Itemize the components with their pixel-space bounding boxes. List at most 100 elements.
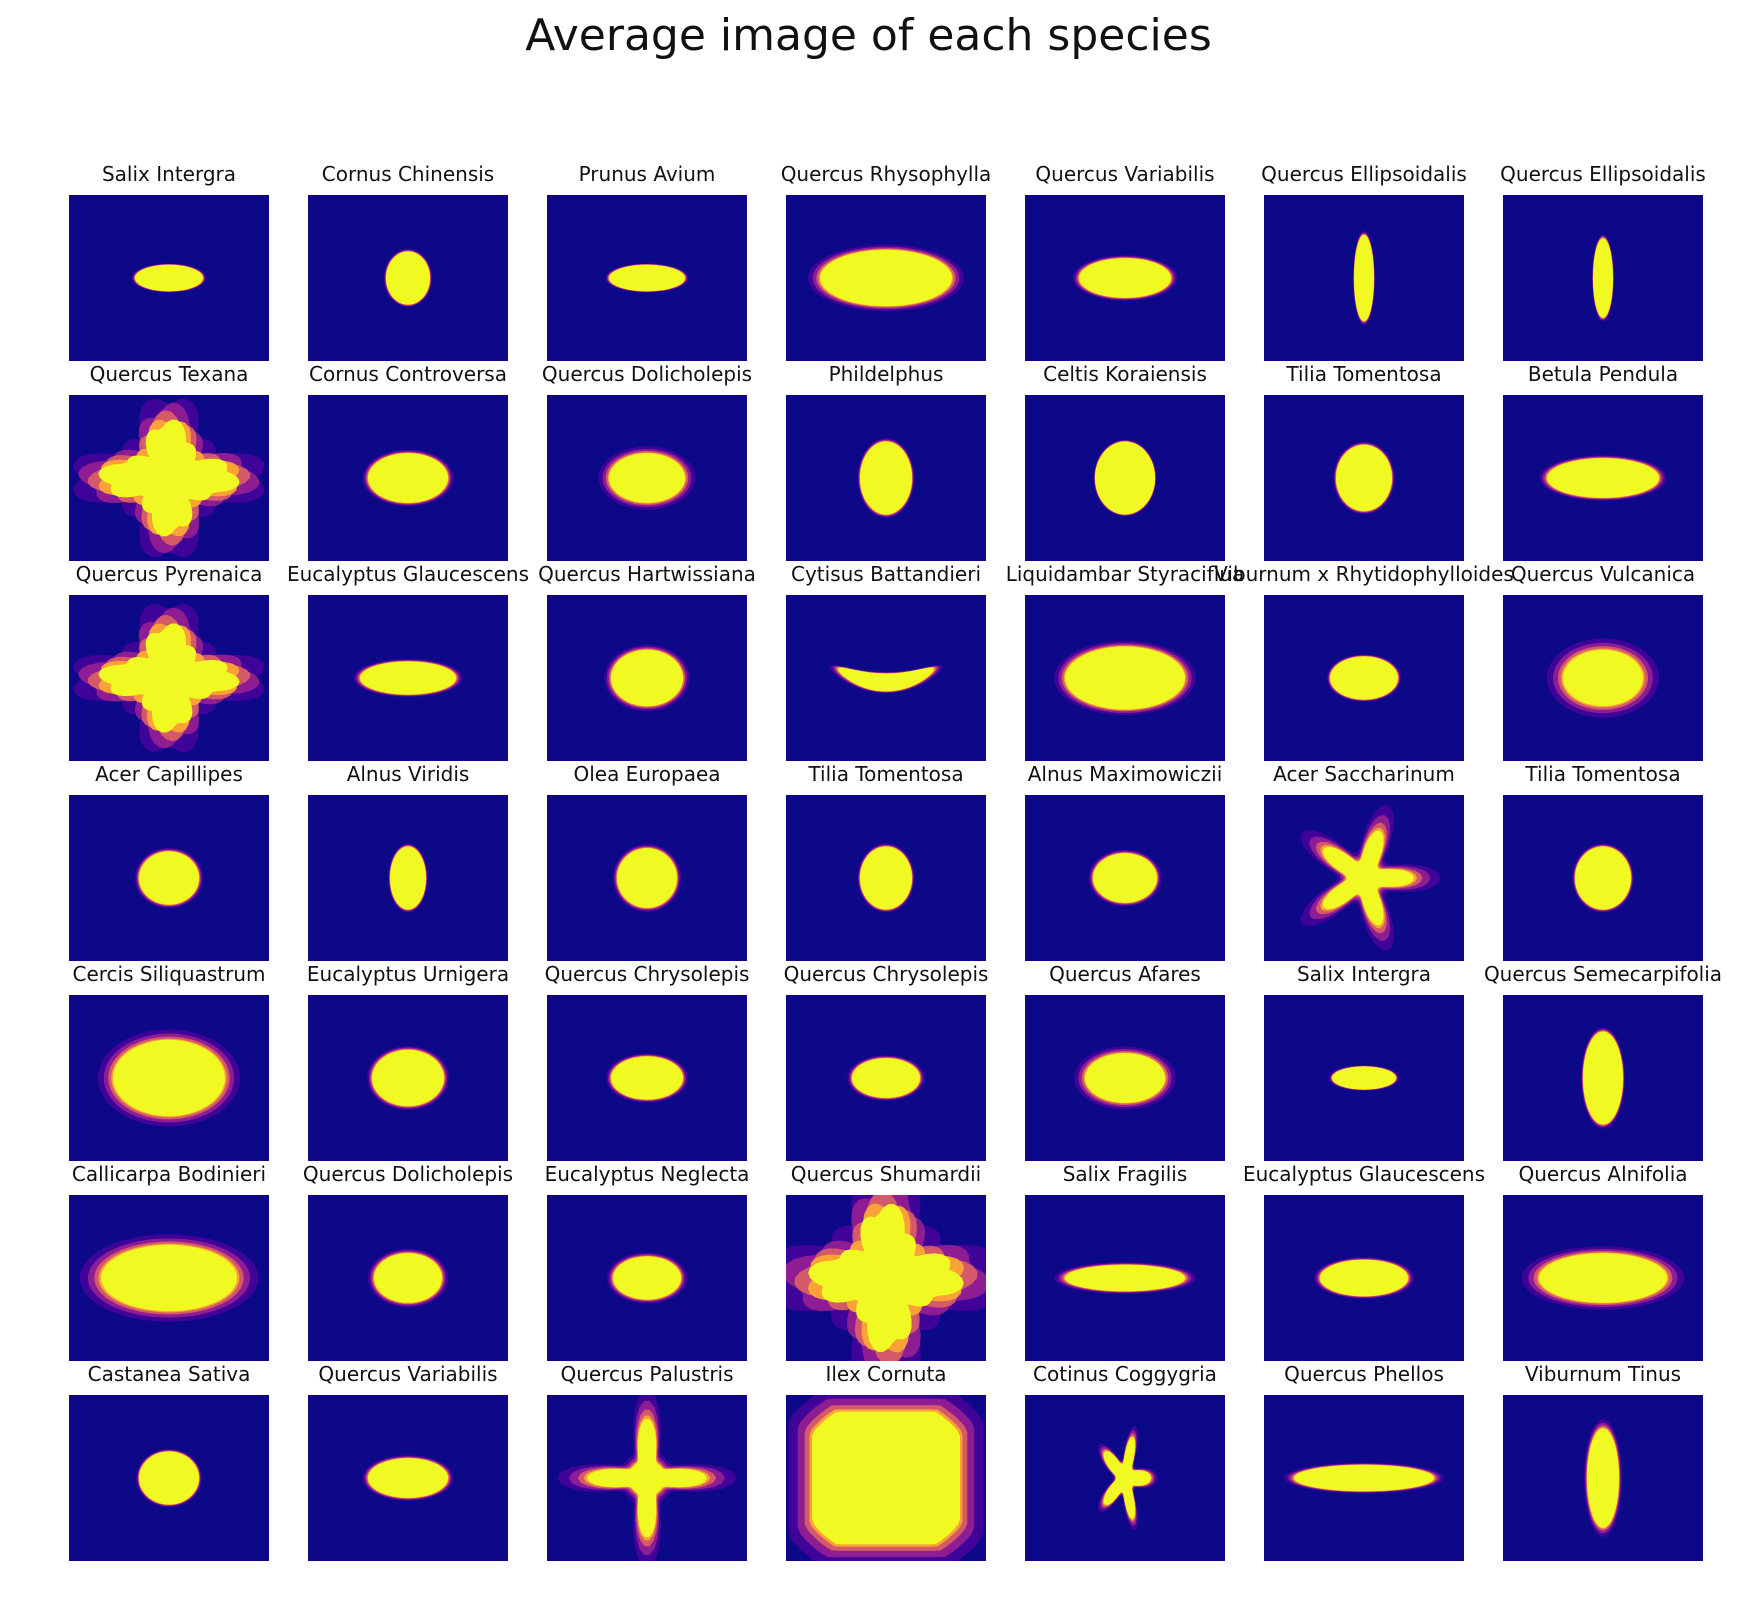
leaf-core	[587, 1418, 707, 1538]
average-leaf-image	[69, 395, 269, 561]
species-panel: Quercus Variabilis	[308, 1362, 508, 1561]
average-leaf-image	[308, 1395, 508, 1561]
species-panel: Salix Intergra	[1264, 962, 1464, 1161]
panel-title: Acer Saccharinum	[1273, 762, 1455, 786]
average-leaf-image	[69, 1195, 269, 1361]
average-leaf-image	[1503, 1395, 1703, 1561]
leaf-core	[390, 846, 426, 910]
panel-title: Quercus Texana	[89, 362, 249, 386]
average-leaf-image	[1025, 395, 1225, 561]
average-leaf-image	[1503, 1195, 1703, 1361]
leaf-core	[1085, 1053, 1165, 1103]
average-leaf-image	[547, 995, 747, 1161]
average-leaf-image	[786, 1195, 986, 1361]
species-panel: Prunus Avium	[547, 162, 747, 361]
panel-title: Olea Europaea	[573, 762, 721, 786]
species-panel: Alnus Maximowiczii	[1025, 762, 1225, 961]
average-leaf-image	[1264, 1395, 1464, 1561]
leaf-core	[139, 1451, 199, 1505]
panel-title: Tilia Tomentosa	[808, 762, 964, 786]
species-panel: Quercus Vulcanica	[1503, 562, 1703, 761]
species-panel: Callicarpa Bodinieri	[69, 1162, 269, 1361]
panel-title: Quercus Phellos	[1284, 1362, 1444, 1386]
panel-title: Salix Intergra	[101, 162, 237, 186]
leaf-core	[1587, 1428, 1619, 1528]
leaf-core	[1103, 1437, 1151, 1519]
panel-title: Tilia Tomentosa	[1525, 762, 1681, 786]
panel-title: Viburnum x Rhytidophylloides	[1214, 562, 1514, 586]
average-leaf-image	[308, 995, 508, 1161]
leaf-core	[386, 251, 430, 305]
species-panel: Quercus Texana	[69, 362, 269, 561]
panel-title: Eucalyptus Glaucescens	[286, 562, 530, 586]
panel-title: Betula Pendula	[1527, 362, 1679, 386]
panel-title: Quercus Semecarpifolia	[1483, 962, 1723, 986]
species-panel: Quercus Chrysolepis	[784, 962, 988, 1161]
leaf-core	[1065, 646, 1185, 710]
species-panel: Quercus Phellos	[1264, 1362, 1464, 1561]
panel-title: Cytisus Battandieri	[791, 562, 981, 586]
average-leaf-image	[1503, 995, 1703, 1161]
leaf-core	[1330, 656, 1398, 700]
panel-title: Quercus Dolicholepis	[302, 1162, 514, 1186]
average-leaf-image	[547, 595, 747, 761]
panel-title: Quercus Chrysolepis	[783, 962, 989, 986]
panel-title: Cornus Chinensis	[321, 162, 495, 186]
leaf-core	[613, 1256, 681, 1300]
species-panel: Quercus Variabilis	[1025, 162, 1225, 361]
species-panel: Liquidambar Styraciflua	[1006, 562, 1244, 761]
panel-title: Quercus Chrysolepis	[544, 962, 750, 986]
species-panel: Quercus Shumardii	[786, 1162, 986, 1361]
average-leaf-image	[69, 995, 269, 1161]
leaf-core	[1093, 853, 1157, 903]
leaf-core	[1095, 441, 1155, 515]
average-leaf-image	[547, 395, 747, 561]
leaf-core	[139, 851, 199, 905]
average-leaf-image	[1025, 795, 1225, 961]
panel-title: Salix Fragilis	[1062, 1162, 1188, 1186]
average-leaf-image	[69, 595, 269, 761]
panel-title: Ilex Cornuta	[825, 1362, 947, 1386]
panel-title: Cornus Controversa	[309, 362, 507, 386]
average-leaf-image	[1264, 795, 1464, 961]
species-panel: Tilia Tomentosa	[1503, 762, 1703, 961]
leaf-core	[1547, 458, 1659, 498]
species-panel: Acer Saccharinum	[1264, 762, 1464, 961]
species-panel: Quercus Chrysolepis	[545, 962, 749, 1161]
panel-title: Quercus Variabilis	[318, 1362, 498, 1386]
panel-title: Tilia Tomentosa	[1286, 362, 1442, 386]
panel-title: Quercus Ellipsoidalis	[1500, 162, 1706, 186]
species-panel: Quercus Ellipsoidalis	[1500, 162, 1706, 361]
average-leaf-image	[547, 795, 747, 961]
species-panel: Olea Europaea	[547, 762, 747, 961]
leaf-core	[1575, 846, 1631, 910]
species-panel: Quercus Dolicholepis	[542, 362, 752, 561]
leaf-core	[611, 1056, 683, 1100]
leaf-core	[812, 1411, 960, 1545]
average-leaf-image	[786, 195, 986, 361]
leaf-core	[808, 1204, 964, 1352]
panel-title: Alnus Maximowiczii	[1027, 762, 1223, 786]
average-leaf-image	[786, 395, 986, 561]
species-panel: Tilia Tomentosa	[786, 762, 986, 961]
leaf-core	[1332, 1066, 1396, 1090]
species-panel: Quercus Rhysophylla	[781, 162, 991, 361]
panel-title: Liquidambar Styraciflua	[1005, 562, 1245, 586]
average-leaf-image	[547, 1395, 747, 1561]
leaf-core	[1079, 258, 1171, 298]
average-leaf-image	[308, 595, 508, 761]
average-leaf-image	[1025, 195, 1225, 361]
leaf-core	[374, 1253, 442, 1303]
leaf-core	[1583, 1031, 1623, 1125]
species-panel: Quercus Hartwissiana	[538, 562, 756, 761]
average-leaf-image	[69, 1395, 269, 1561]
average-leaf-image	[786, 995, 986, 1161]
average-leaf-image	[308, 395, 508, 561]
leaf-core	[820, 249, 952, 307]
species-panel: Eucalyptus Urnigera	[307, 962, 509, 1161]
average-leaf-image	[1025, 1195, 1225, 1361]
leaf-core	[1354, 234, 1374, 322]
leaf-core	[609, 264, 685, 292]
leaf-core	[368, 453, 448, 503]
